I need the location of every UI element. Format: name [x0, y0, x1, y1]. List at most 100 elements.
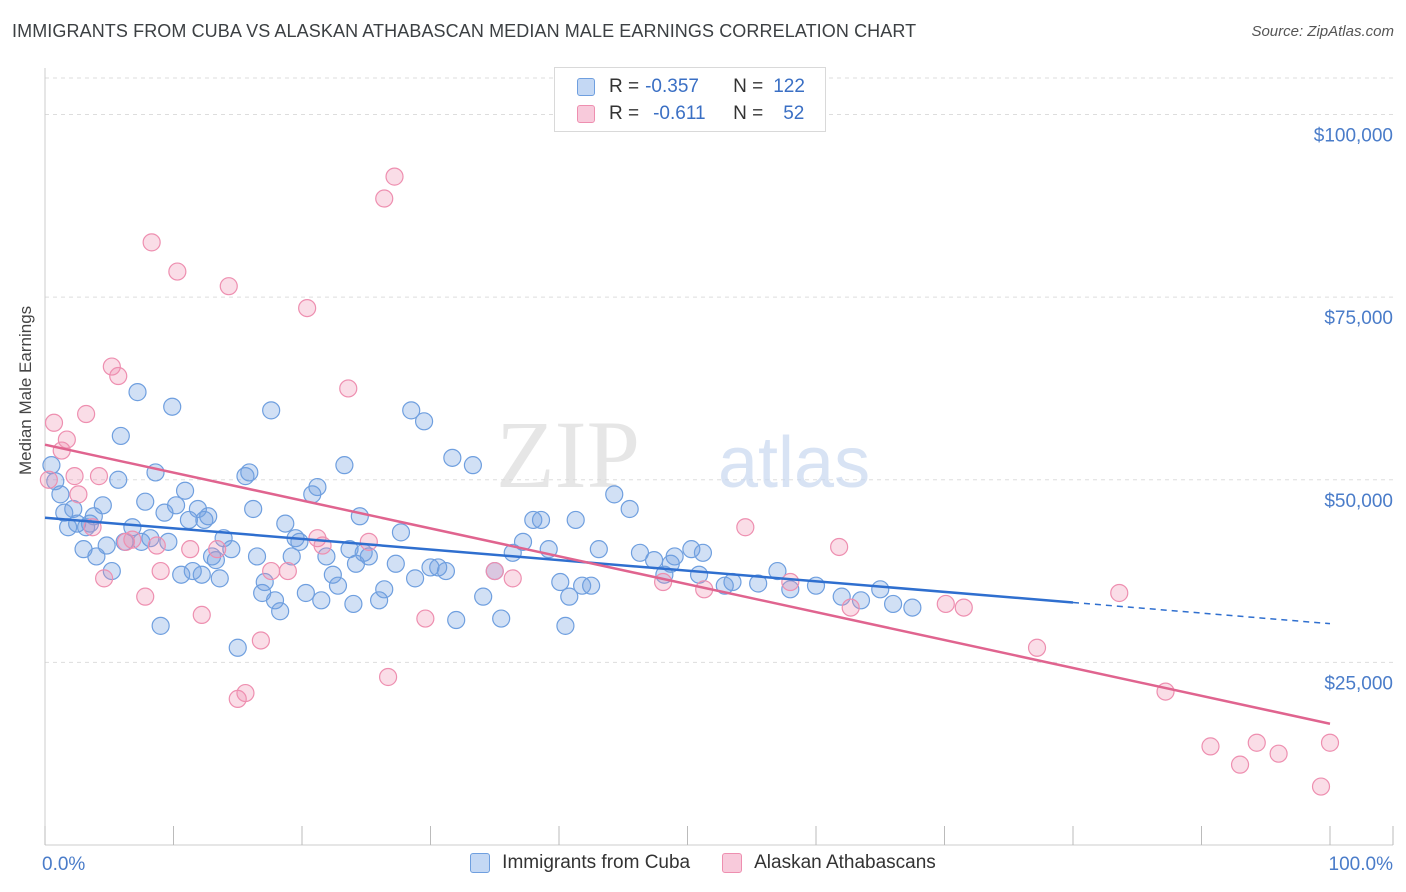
series-legend: Immigrants from Cuba Alaskan Athabascans — [0, 852, 1406, 874]
athabascan-point — [936, 594, 955, 614]
cuba-point — [883, 594, 903, 614]
athabascan-trend-line — [44, 443, 1331, 725]
cuba-point — [128, 383, 147, 402]
athabascan-n-value: 52 — [783, 103, 805, 124]
athabascan-point — [89, 467, 109, 486]
tick-labels: $25,000 $50,000 $75,000 $100,000 0.0% 100.0% — [42, 126, 1393, 875]
cuba-point — [175, 481, 195, 500]
cuba-legend-label: Immigrants from Cuba — [502, 852, 691, 873]
x-tick-label-max: 100.0% — [1329, 854, 1394, 875]
cuba-point — [111, 426, 130, 446]
cuba-point — [630, 543, 650, 562]
cuba-point — [781, 580, 800, 599]
watermark-atlas: atlas — [718, 423, 870, 503]
source-credit: Source: ZipAtlas.com — [1251, 23, 1394, 40]
cuba-point — [566, 510, 585, 530]
athabascan-point — [954, 598, 973, 617]
x-tick-label-min: 0.0% — [42, 854, 85, 875]
cuba-point — [414, 412, 434, 431]
axes — [44, 68, 1394, 846]
cuba-point — [210, 569, 229, 588]
athabascan-point — [1269, 744, 1288, 763]
cuba-point — [531, 510, 551, 530]
cuba-n-value: 122 — [773, 76, 805, 97]
athabascan-point — [142, 233, 161, 252]
cuba-point — [141, 529, 160, 548]
athabascan-point — [39, 470, 58, 489]
cuba-point — [282, 547, 301, 566]
athabascan-point — [1230, 755, 1250, 774]
r-label: R = — [609, 103, 640, 124]
series-athabascan-points — [39, 167, 1340, 796]
cuba-point — [323, 565, 342, 584]
n-label: N = — [733, 76, 764, 97]
cuba-point — [109, 470, 128, 489]
r-label: R = — [609, 76, 640, 97]
cuba-point — [513, 532, 533, 551]
cuba-point — [560, 587, 579, 606]
cuba-point — [524, 510, 543, 530]
cuba-point — [222, 540, 241, 559]
cuba-point — [370, 591, 389, 610]
athabascan-legend-swatch — [722, 853, 743, 873]
athabascan-point — [168, 262, 187, 281]
athabascan-point — [653, 572, 673, 592]
cuba-point — [551, 572, 570, 592]
cuba-point — [492, 609, 511, 628]
cuba-point — [350, 507, 369, 526]
athabascan-point — [378, 667, 398, 687]
athabascan-point — [151, 561, 170, 581]
cuba-point — [436, 561, 456, 581]
athabascan-point — [69, 485, 88, 504]
athabascan-point — [485, 561, 504, 581]
cuba-point — [102, 561, 121, 581]
correlation-legend: R = -0.357 N = 122 R = -0.611 N = 52 — [554, 67, 826, 132]
cuba-swatch — [577, 78, 595, 96]
y-tick-label: $25,000 — [1324, 673, 1393, 694]
y-tick-label: $100,000 — [1314, 126, 1393, 147]
cuba-point — [375, 580, 394, 599]
athabascan-point — [375, 189, 394, 208]
athabascan-point — [1247, 733, 1266, 752]
athabascan-point — [136, 587, 155, 606]
watermark-zip: ZIP — [496, 401, 640, 508]
athabascan-point — [57, 430, 76, 449]
cuba-point — [265, 591, 285, 610]
cuba-trend-line — [44, 516, 1074, 604]
cuba-point — [644, 551, 664, 570]
cuba-point — [163, 397, 182, 416]
cuba-point — [188, 499, 208, 519]
athabascan-point — [278, 561, 297, 581]
cuba-point — [443, 448, 462, 467]
cuba-point — [589, 540, 608, 559]
athabascan-point — [1201, 737, 1220, 756]
athabascan-point — [385, 167, 404, 186]
cuba-point — [240, 463, 259, 482]
cuba-point — [151, 616, 170, 635]
cuba-point — [247, 547, 267, 566]
legend-item-athabascan: Alaskan Athabascans — [722, 852, 936, 874]
cuba-point — [851, 591, 871, 610]
athabascan-point — [181, 540, 200, 559]
cuba-point — [582, 576, 601, 595]
cuba-point — [359, 547, 378, 566]
athabascan-point — [208, 540, 227, 559]
cuba-point — [335, 456, 354, 475]
cuba-point — [93, 496, 112, 515]
cuba-r-value: -0.357 — [645, 76, 699, 97]
cuba-point — [166, 496, 186, 515]
athabascan-point — [1311, 777, 1331, 796]
cuba-point — [463, 456, 483, 475]
athabascan-point — [830, 537, 849, 557]
athabascan-point — [77, 404, 96, 424]
cuba-point — [290, 532, 309, 551]
cuba-point — [308, 477, 327, 497]
cuba-point — [556, 616, 575, 635]
trend-lines — [44, 443, 1331, 725]
athabascan-point — [841, 598, 860, 617]
cuba-point — [620, 499, 639, 519]
athabascan-point — [1110, 583, 1129, 603]
athabascan-point — [1320, 733, 1340, 752]
cuba-point — [159, 532, 178, 551]
cuba-point — [447, 610, 466, 630]
